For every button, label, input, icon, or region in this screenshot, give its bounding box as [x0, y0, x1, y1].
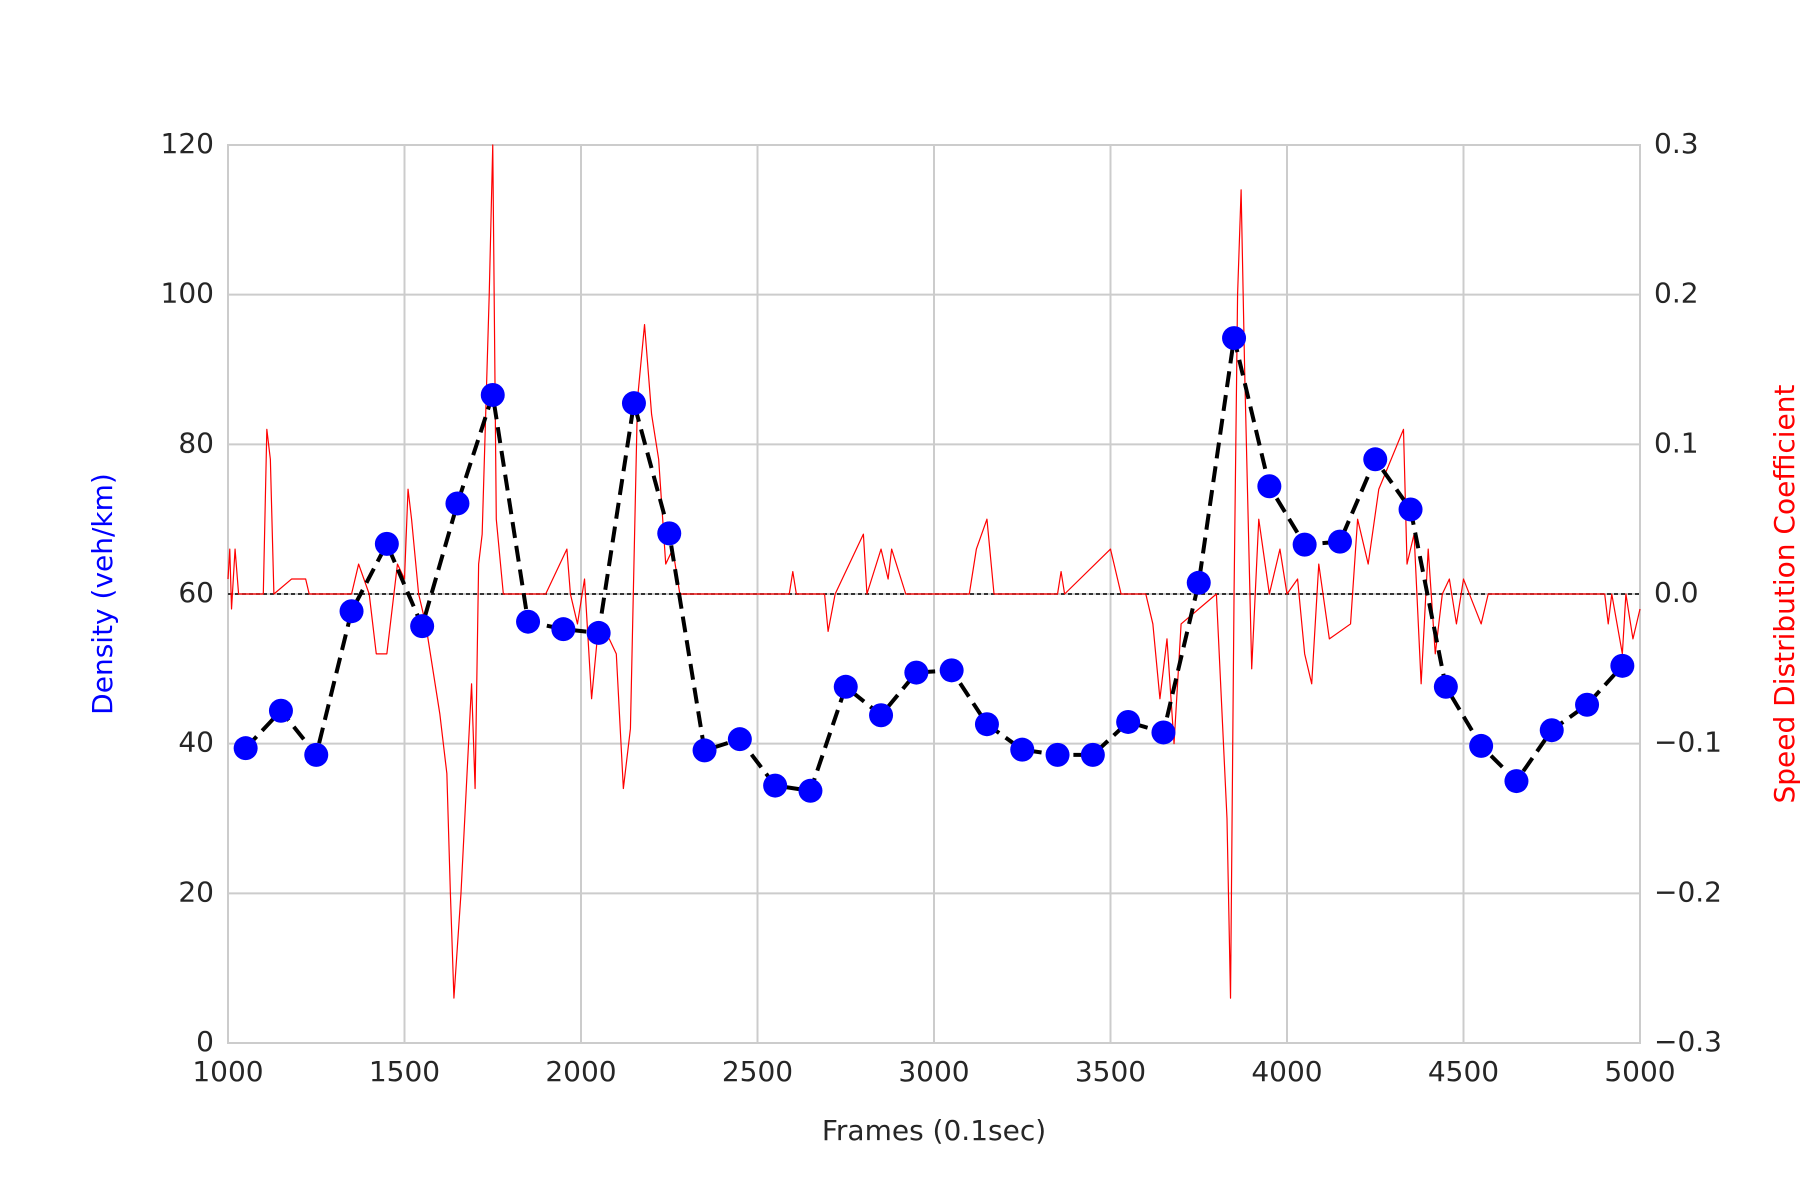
- marker: [1610, 653, 1635, 678]
- x-tick-label: 3000: [898, 1055, 969, 1088]
- y-tick-label: 100: [161, 277, 214, 310]
- marker: [657, 521, 682, 546]
- x-tick-label: 5000: [1604, 1055, 1675, 1088]
- x-tick-label: 4000: [1251, 1055, 1322, 1088]
- marker: [304, 742, 329, 767]
- y2-axis-label: Speed Distribution Coefficient: [1768, 384, 1800, 803]
- marker: [727, 727, 752, 752]
- marker: [1363, 447, 1388, 472]
- y2-tick-label: −0.1: [1654, 726, 1722, 759]
- y-tick-label: 40: [178, 726, 214, 759]
- y-tick-label: 20: [178, 875, 214, 908]
- x-axis-label: Frames (0.1sec): [822, 1114, 1046, 1147]
- marker: [1575, 692, 1600, 717]
- marker: [445, 491, 470, 516]
- marker: [904, 660, 929, 685]
- marker: [586, 620, 611, 645]
- marker: [480, 382, 505, 407]
- marker: [1327, 529, 1352, 554]
- marker: [833, 674, 858, 699]
- x-tick-label: 1000: [192, 1055, 263, 1088]
- series-line: [227, 144, 1641, 999]
- y-tick-label: 60: [178, 576, 214, 609]
- marker: [1292, 532, 1317, 557]
- marker: [1433, 674, 1458, 699]
- y2-tick-label: 0.0: [1654, 576, 1699, 609]
- y2-tick-label: 0.1: [1654, 426, 1699, 459]
- marker: [551, 617, 576, 642]
- marker: [1257, 474, 1282, 499]
- marker: [621, 391, 646, 416]
- marker: [1504, 769, 1529, 794]
- marker: [374, 531, 399, 556]
- y-tick-label: 0: [196, 1025, 214, 1058]
- y-axis-label: Density (veh/km): [86, 473, 119, 715]
- marker: [974, 712, 999, 737]
- y2-tick-label: 0.2: [1654, 277, 1699, 310]
- x-tick-label: 3500: [1075, 1055, 1146, 1088]
- marker: [1469, 733, 1494, 758]
- marker: [869, 703, 894, 728]
- x-tick-label: 2500: [722, 1055, 793, 1088]
- marker: [1222, 326, 1247, 351]
- marker: [1398, 497, 1423, 522]
- y2-tick-label: 0.3: [1654, 127, 1699, 160]
- marker: [1116, 709, 1141, 734]
- marker: [410, 614, 435, 639]
- marker: [1010, 737, 1035, 762]
- marker: [763, 773, 788, 798]
- marker: [1045, 742, 1070, 767]
- marker: [516, 609, 541, 634]
- series-line: [244, 336, 1624, 793]
- y2-tick-label: −0.3: [1654, 1025, 1722, 1058]
- marker: [798, 778, 823, 803]
- y2-tick-label: −0.2: [1654, 875, 1722, 908]
- x-tick-label: 2000: [545, 1055, 616, 1088]
- y-tick-label: 80: [178, 426, 214, 459]
- marker: [1080, 742, 1105, 767]
- x-tick-label: 4500: [1428, 1055, 1499, 1088]
- marker: [939, 658, 964, 683]
- marker: [1186, 570, 1211, 595]
- marker: [1539, 718, 1564, 743]
- marker: [268, 698, 293, 723]
- y-tick-label: 120: [161, 127, 214, 160]
- marker: [692, 738, 717, 763]
- marker: [233, 736, 258, 761]
- x-tick-label: 1500: [369, 1055, 440, 1088]
- marker: [1151, 720, 1176, 745]
- marker: [339, 599, 364, 624]
